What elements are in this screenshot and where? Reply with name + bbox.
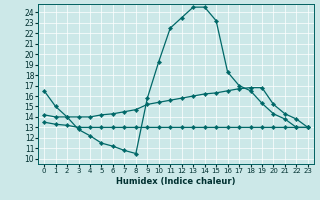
X-axis label: Humidex (Indice chaleur): Humidex (Indice chaleur) xyxy=(116,177,236,186)
